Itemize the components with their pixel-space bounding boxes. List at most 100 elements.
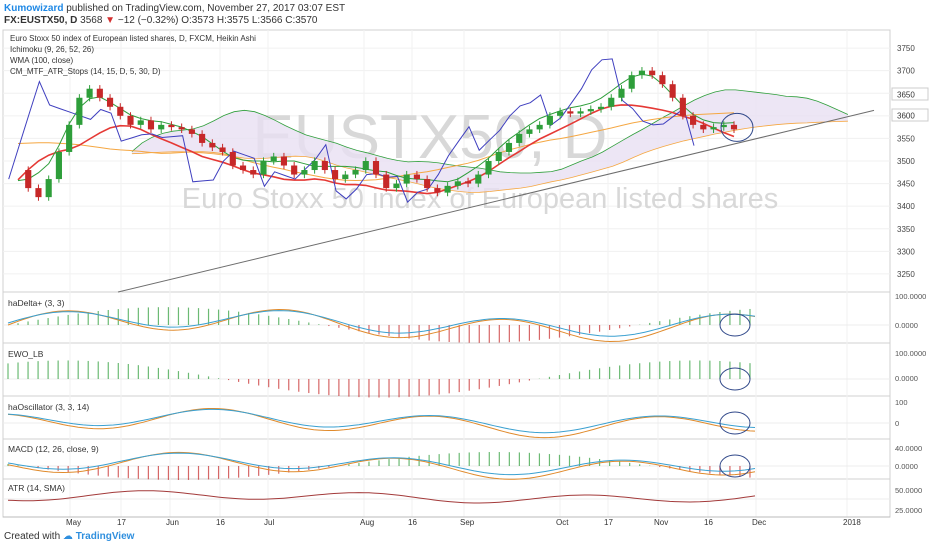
- last-price: 3568: [80, 15, 103, 26]
- candle-body: [649, 70, 656, 76]
- ewo-tick-100: 100.0000: [895, 349, 926, 358]
- price-label-3600: 3600: [897, 112, 915, 121]
- candle-body: [321, 161, 328, 171]
- macd-line-1: [7, 451, 756, 480]
- tradingview-brand[interactable]: TradingView: [75, 531, 135, 542]
- tradingview-logo-icon[interactable]: ☁: [62, 531, 73, 542]
- macd-pane[interactable]: [2, 438, 891, 480]
- ewo-pane[interactable]: [2, 342, 891, 397]
- legend-ichimoku: Ichimoku (9, 26, 52, 26): [10, 45, 94, 54]
- x-label-sep: Sep: [460, 518, 475, 527]
- candles[interactable]: [25, 67, 754, 201]
- legend-wma: WMA (100, close): [10, 56, 73, 65]
- price-tick: 3500: [897, 157, 915, 166]
- candle-body: [25, 170, 32, 189]
- candle-body: [618, 88, 625, 98]
- candle-body: [628, 75, 635, 89]
- candle-body: [546, 115, 553, 125]
- candle-body: [342, 174, 349, 180]
- change-value: −12 (−0.32%): [117, 15, 179, 26]
- hadelta-tick-100: 100.0000: [895, 292, 926, 301]
- candle-body: [444, 185, 451, 193]
- hadelta-highlight-ellipse: [719, 313, 751, 337]
- candle-body: [516, 133, 523, 143]
- price-axis[interactable]: 3750 3700 3650 3600 3550 3500 3450 3400 3350 3300…: [897, 44, 915, 279]
- hadelta-line-1: [7, 308, 756, 343]
- x-label-nov-16: 16: [704, 518, 713, 527]
- ewo-title: EWO_LB: [8, 349, 44, 359]
- candle-body: [372, 161, 380, 175]
- candle-body: [597, 106, 605, 110]
- candle-body: [362, 161, 369, 171]
- publish-info: published on TradingView.com, November 2…: [66, 3, 346, 14]
- x-label-oct: Oct: [556, 518, 569, 527]
- price-label-box-3600: [891, 108, 929, 122]
- candle-body: [301, 170, 308, 175]
- candle-body: [117, 106, 124, 116]
- candle-body: [485, 161, 492, 175]
- legend-series: Euro Stoxx 50 index of European listed s…: [10, 34, 256, 43]
- author-link[interactable]: Kumowizard: [4, 3, 64, 14]
- x-label-jun-16: 16: [216, 518, 225, 527]
- candle-body: [434, 188, 441, 193]
- symbol-label: FX:EUSTX50, D: [4, 15, 78, 26]
- x-label-nov: Nov: [654, 518, 668, 527]
- haosc-line-1: [7, 408, 756, 439]
- candle-body: [178, 127, 185, 130]
- haosc-tick-0: 0: [895, 419, 899, 428]
- candle-body: [332, 170, 339, 180]
- candle-body: [270, 156, 277, 161]
- price-tick: 3350: [897, 225, 915, 234]
- candle-body: [413, 174, 420, 180]
- candle-body: [608, 97, 615, 107]
- macd-tick-40: 40.0000: [895, 444, 922, 453]
- haosc-title: haOscillator (3, 3, 14): [8, 402, 89, 412]
- atr-pane[interactable]: [2, 478, 891, 518]
- candle-body: [76, 97, 83, 125]
- candle-body: [106, 97, 114, 107]
- candle-body: [45, 179, 52, 198]
- candle-body: [383, 174, 390, 189]
- x-label-2018: 2018: [843, 518, 861, 527]
- candle-body: [475, 174, 482, 184]
- candle-body: [393, 183, 400, 189]
- x-label-oct-17: 17: [604, 518, 613, 527]
- candle-body: [260, 161, 267, 175]
- candle-body: [352, 170, 359, 175]
- footer: Created with ☁ TradingView: [4, 531, 134, 542]
- x-label-aug: Aug: [360, 518, 374, 527]
- candle-body: [168, 124, 175, 128]
- x-label-dec: Dec: [752, 518, 766, 527]
- candle-body: [250, 170, 257, 175]
- hadelta-line-2: [7, 310, 756, 337]
- candle-body: [679, 97, 686, 116]
- candle-body: [495, 151, 502, 161]
- candle-body: [454, 181, 461, 186]
- open-value: O:3573: [181, 15, 215, 26]
- atr-tick-25: 25.0000: [895, 506, 922, 515]
- candle-body: [66, 124, 73, 152]
- close-value: C:3570: [285, 15, 318, 26]
- candle-body: [424, 179, 431, 189]
- candle-body: [659, 75, 666, 85]
- highlight-ellipse: [720, 112, 754, 142]
- time-axis[interactable]: May 17 Jun 16 Jul Aug 16 Sep Oct 17 Nov …: [66, 518, 861, 527]
- candle-body: [669, 84, 676, 98]
- publish-line: Kumowizard published on TradingView.com,…: [4, 3, 345, 14]
- x-label-may-17: 17: [117, 518, 126, 527]
- price-tick: 3300: [897, 247, 915, 256]
- candle-body: [229, 151, 236, 166]
- price-tick: 3400: [897, 202, 915, 211]
- chart-area[interactable]: EUSTX50, D Euro Stoxx 50 index of Europe…: [0, 0, 932, 530]
- candle-body: [730, 124, 738, 130]
- wma-line: [17, 112, 735, 182]
- candle-body: [587, 109, 594, 112]
- hadelta-pane[interactable]: [2, 291, 891, 344]
- ewo-highlight-ellipse: [719, 367, 751, 391]
- hadelta-title: haDelta+ (3, 3): [8, 298, 65, 308]
- candle-body: [127, 115, 134, 125]
- created-with-label: Created with: [4, 531, 61, 542]
- candle-body: [536, 124, 543, 130]
- atr-title: ATR (14, SMA): [8, 483, 65, 493]
- cloud-fill: [131, 89, 848, 193]
